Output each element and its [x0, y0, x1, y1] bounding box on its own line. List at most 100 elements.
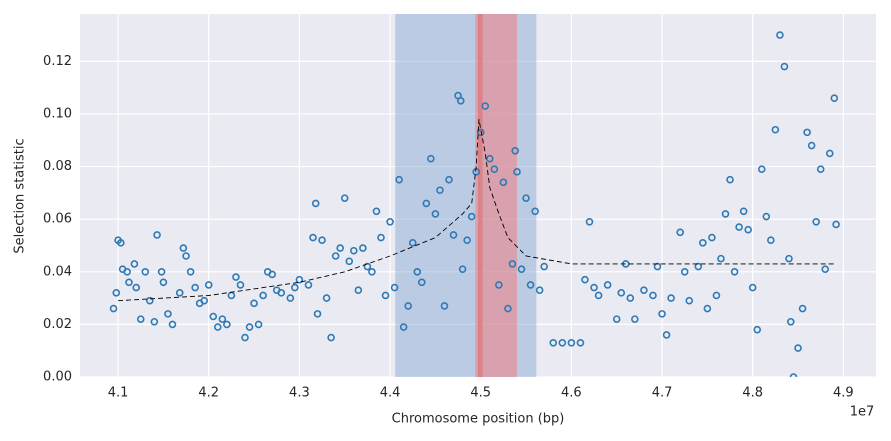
point — [807, 141, 816, 150]
point — [159, 278, 168, 287]
highlight-region — [478, 14, 483, 377]
point — [354, 286, 363, 294]
y-tick-label: 0.08 — [43, 159, 72, 174]
point — [200, 296, 209, 305]
x-offset-label: 1e7 — [850, 405, 875, 420]
point — [340, 194, 349, 202]
point — [311, 199, 320, 208]
point — [191, 283, 199, 292]
point — [748, 283, 757, 292]
point — [130, 260, 139, 268]
point — [558, 339, 567, 347]
x-tick-label: 4.7 — [652, 386, 673, 401]
x-tick-label: 4.4 — [380, 386, 401, 401]
point — [699, 239, 707, 247]
point — [485, 154, 494, 163]
point — [685, 296, 694, 305]
point — [322, 294, 331, 302]
point — [513, 168, 521, 176]
point — [456, 97, 465, 105]
point — [712, 291, 721, 300]
point — [576, 339, 585, 347]
point — [504, 304, 512, 313]
point — [157, 267, 166, 276]
point — [585, 218, 594, 226]
point — [436, 186, 444, 195]
point — [499, 178, 508, 187]
point — [517, 265, 526, 273]
point — [304, 281, 313, 289]
point — [726, 175, 734, 184]
point — [132, 283, 141, 292]
point — [631, 315, 639, 323]
point — [150, 317, 159, 326]
point — [816, 165, 825, 173]
point — [286, 294, 295, 302]
point — [146, 296, 154, 305]
point — [399, 323, 408, 331]
y-tick-label: 0.06 — [43, 212, 72, 227]
x-tick-label: 4.9 — [833, 386, 854, 401]
point — [535, 286, 544, 294]
point — [295, 275, 304, 284]
point — [694, 262, 703, 271]
point — [345, 257, 354, 266]
point — [467, 212, 476, 221]
point — [313, 310, 322, 318]
point — [141, 267, 150, 276]
point — [214, 323, 222, 331]
y-axis-label: Selection statistic — [13, 138, 28, 253]
point — [179, 244, 188, 252]
point — [812, 218, 820, 226]
point — [476, 128, 485, 137]
point — [798, 304, 807, 313]
x-axis-label: Chromosome position (bp) — [392, 412, 565, 427]
point — [386, 218, 394, 226]
point — [318, 236, 326, 245]
y-tick-label: 0.02 — [43, 317, 72, 332]
point — [658, 310, 666, 318]
point — [277, 289, 286, 297]
point — [136, 315, 145, 323]
point — [703, 304, 712, 313]
point — [789, 373, 798, 377]
point — [349, 246, 358, 255]
point — [490, 165, 499, 173]
point — [368, 267, 376, 276]
point — [612, 315, 621, 323]
point — [123, 267, 131, 276]
point — [594, 291, 603, 300]
point — [780, 62, 789, 71]
x-tick-label: 4.5 — [470, 386, 491, 401]
point — [495, 281, 503, 289]
point — [390, 283, 399, 292]
point — [153, 231, 161, 239]
point — [404, 302, 412, 310]
point — [175, 289, 184, 297]
point — [209, 312, 218, 321]
point — [223, 320, 231, 329]
point — [590, 283, 598, 292]
point — [708, 233, 716, 242]
point — [508, 260, 517, 268]
point — [395, 175, 403, 184]
point — [359, 244, 367, 252]
point — [794, 344, 802, 352]
point — [744, 225, 752, 234]
point — [259, 291, 267, 300]
point — [549, 339, 558, 347]
point — [236, 281, 245, 289]
point — [730, 267, 739, 276]
point — [204, 281, 213, 289]
point — [125, 278, 133, 287]
point — [735, 223, 743, 231]
point — [458, 265, 467, 273]
point — [825, 149, 834, 158]
point — [830, 94, 839, 102]
point — [331, 252, 340, 260]
x-tick-label: 4.2 — [198, 386, 219, 401]
point — [771, 125, 780, 134]
point — [667, 294, 675, 302]
point — [832, 220, 840, 229]
